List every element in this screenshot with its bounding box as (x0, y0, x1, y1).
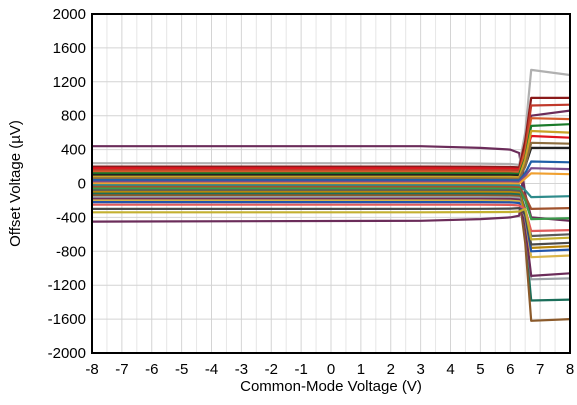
x-tick-label: -6 (145, 361, 158, 378)
y-axis-title: Offset Voltage (µV) (7, 120, 24, 247)
x-tick-label: -3 (235, 361, 248, 378)
x-tick-label: -7 (115, 361, 128, 378)
x-tick-label: 0 (327, 361, 335, 378)
x-tick-label: -5 (175, 361, 188, 378)
y-tick-label: 800 (61, 108, 86, 125)
x-tick-label: 8 (566, 361, 574, 378)
x-tick-label: 1 (357, 361, 365, 378)
y-tick-label: -800 (56, 243, 86, 260)
y-tick-label: 0 (78, 176, 86, 193)
y-tick-labels: -2000 -1600 -1200 -800 -400 0 400 800 1200 1600 20… (48, 6, 86, 362)
x-tick-label: -1 (294, 361, 307, 378)
x-tick-label: 7 (536, 361, 544, 378)
y-tick-label: 1600 (53, 40, 86, 57)
x-tick-label: 2 (387, 361, 395, 378)
y-tick-label: 1200 (53, 74, 86, 91)
y-tick-label: -1600 (48, 311, 86, 328)
x-tick-label: 6 (506, 361, 514, 378)
y-tick-label: 2000 (53, 6, 86, 23)
y-tick-label: 400 (61, 142, 86, 159)
x-tick-label: 3 (416, 361, 424, 378)
y-tick-label: -400 (56, 209, 86, 226)
x-tick-label: -8 (85, 361, 98, 378)
y-tick-label: -2000 (48, 345, 86, 362)
x-tick-label: 5 (476, 361, 484, 378)
x-tick-label: -4 (205, 361, 218, 378)
x-tick-label: 4 (446, 361, 454, 378)
x-tick-labels: -8 -7 -6 -5 -4 -3 -2 -1 0 1 2 3 4 5 6 7 8 (85, 361, 574, 378)
x-tick-label: -2 (265, 361, 278, 378)
y-tick-label: -1200 (48, 277, 86, 294)
x-axis-title: Common-Mode Voltage (V) (240, 378, 422, 395)
